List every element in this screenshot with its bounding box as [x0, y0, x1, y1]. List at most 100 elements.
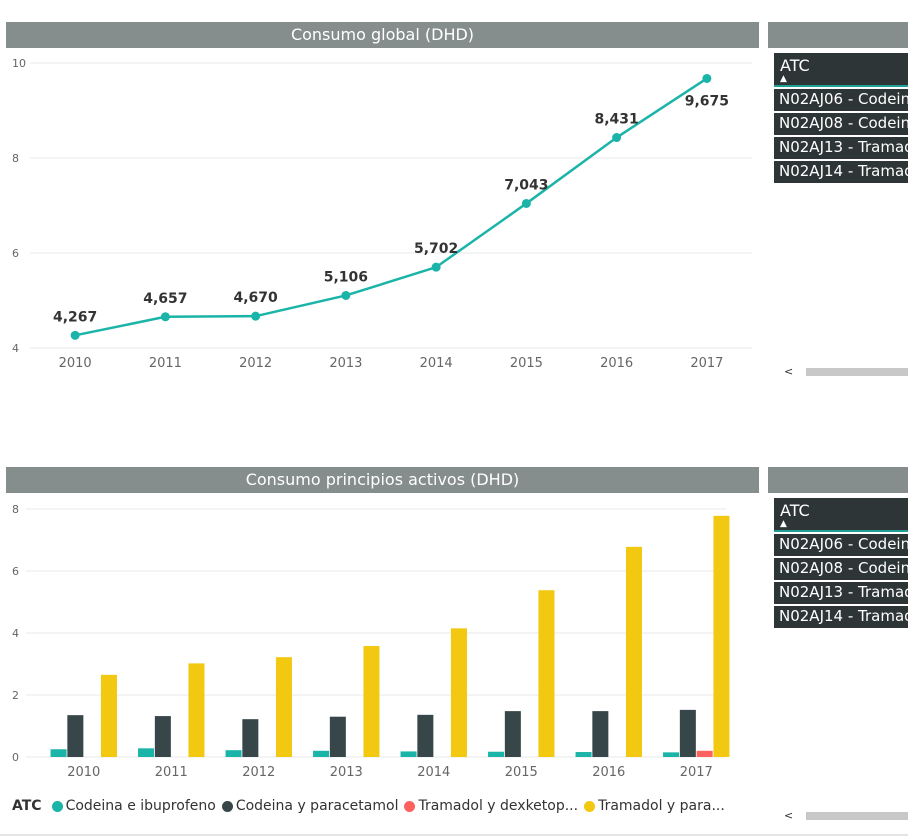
- sort-ascending-icon[interactable]: ▲: [780, 519, 787, 529]
- table-row[interactable]: N02AJ13 - Tramadol y paracetamol: [774, 582, 908, 604]
- bar-chart: 0 2 4 6 8 2010 2011 2012 2013 2014 2015 2016 2017: [12, 503, 730, 780]
- legend-item-codeina-paracetamol[interactable]: Codeina y paracetamol: [221, 798, 399, 814]
- x-tick-label: 2011: [155, 765, 188, 780]
- atc-header-label: ATC: [780, 56, 810, 75]
- bar: [488, 751, 505, 757]
- x-tick-label: 2011: [149, 356, 182, 371]
- line-chart: 4 6 8 10 2010 2011 2012 2013 2014 2015 2016 2017 4,2…: [12, 57, 752, 371]
- data-label: 9,675: [685, 93, 729, 109]
- legend-label: Codeina e ibuprofeno: [65, 798, 216, 814]
- table-row[interactable]: N02AJ08 - Codeina y paracetamol: [774, 558, 908, 580]
- table-1-header-bar: [768, 22, 908, 48]
- data-point: [160, 312, 170, 322]
- x-tick-label: 2016: [592, 765, 625, 780]
- y-tick-label: 8: [12, 152, 19, 165]
- bar: [679, 709, 696, 757]
- atc-table-2[interactable]: ATC ▲ N02AJ06 - Codeina e ibuprofeno N02…: [774, 498, 908, 628]
- legend-dot-icon: [404, 800, 416, 812]
- table-row[interactable]: N02AJ14 - Tramadol y dexketoprofeno: [774, 161, 908, 183]
- data-point: [431, 262, 441, 272]
- data-label: 4,670: [233, 290, 278, 306]
- x-tick-label: 2013: [329, 356, 362, 371]
- bar: [417, 714, 434, 757]
- legend-item-codeina-ibuprofeno[interactable]: Codeina e ibuprofeno: [51, 798, 216, 814]
- legend-dot-icon: [221, 800, 233, 812]
- sort-ascending-icon[interactable]: ▲: [780, 74, 787, 84]
- y-tick-label: 8: [12, 503, 19, 516]
- data-point: [341, 290, 351, 300]
- x-tick-label: 2015: [505, 765, 538, 780]
- bar: [275, 657, 292, 757]
- series-line: [74, 77, 708, 337]
- bar: [575, 752, 592, 757]
- legend-label: Tramadol y dexketop...: [418, 798, 579, 814]
- data-label: 4,657: [143, 291, 187, 307]
- bar-chart-title: Consumo principios activos (DHD): [6, 467, 759, 493]
- bar: [188, 663, 205, 757]
- x-tick-label: 2012: [242, 765, 275, 780]
- y-tick-label: 2: [12, 689, 19, 702]
- bar: [225, 750, 242, 757]
- scrollbar-thumb[interactable]: [806, 368, 908, 376]
- bar: [313, 750, 330, 757]
- table-2-horizontal-scrollbar[interactable]: <: [774, 809, 908, 822]
- table-row[interactable]: N02AJ13 - Tramadol y paracetamol: [774, 137, 908, 159]
- legend-title: ATC: [12, 798, 42, 814]
- data-label: 4,267: [53, 309, 97, 325]
- bar: [696, 750, 713, 757]
- data-label: 5,106: [324, 269, 368, 285]
- x-tick-label: 2013: [330, 765, 363, 780]
- x-tick-label: 2016: [600, 356, 633, 371]
- scroll-left-icon[interactable]: <: [784, 809, 794, 822]
- table-row[interactable]: N02AJ06 - Codeina e ibuprofeno: [774, 89, 908, 111]
- legend-dot-icon: [584, 800, 596, 812]
- data-label: 8,431: [594, 112, 638, 128]
- atc-column-header[interactable]: ATC ▲: [774, 498, 908, 532]
- legend-label: Tramadol y para...: [598, 798, 725, 814]
- x-tick-label: 2010: [67, 765, 100, 780]
- y-tick-label: 4: [12, 627, 19, 640]
- x-tick-label: 2014: [420, 356, 453, 371]
- legend-item-tramadol-paracetamol[interactable]: Tramadol y para...: [584, 798, 725, 814]
- data-label: 5,702: [414, 241, 458, 257]
- bar: [242, 719, 259, 757]
- atc-column-header[interactable]: ATC ▲: [774, 53, 908, 87]
- table-2-header-bar: [768, 467, 908, 493]
- table-1-horizontal-scrollbar[interactable]: <: [774, 365, 908, 378]
- y-tick-label: 0: [12, 751, 19, 764]
- atc-header-label: ATC: [780, 501, 810, 520]
- y-tick-label: 4: [12, 342, 19, 355]
- data-point: [70, 330, 80, 340]
- bar: [50, 749, 67, 757]
- legend-label: Codeina y paracetamol: [235, 798, 399, 814]
- x-tick-label: 2017: [690, 356, 723, 371]
- table-row[interactable]: N02AJ06 - Codeina e ibuprofeno: [774, 534, 908, 556]
- data-point: [521, 198, 531, 208]
- legend-item-tramadol-dexketoprofeno[interactable]: Tramadol y dexketop...: [404, 798, 578, 814]
- x-tick-label: 2010: [59, 356, 92, 371]
- y-tick-label: 6: [12, 247, 19, 260]
- x-tick-label: 2012: [239, 356, 272, 371]
- scrollbar-thumb[interactable]: [806, 812, 908, 820]
- legend-dot-icon: [51, 800, 63, 812]
- bar: [450, 628, 467, 757]
- bar: [67, 715, 84, 757]
- data-point: [251, 311, 261, 321]
- x-tick-label: 2014: [417, 765, 450, 780]
- bar: [713, 515, 730, 757]
- data-label: 7,043: [504, 177, 548, 193]
- line-chart-title: Consumo global (DHD): [6, 22, 759, 48]
- bar: [363, 646, 380, 757]
- y-tick-label: 10: [12, 57, 26, 70]
- scroll-left-icon[interactable]: <: [784, 365, 794, 378]
- bar: [138, 748, 155, 757]
- bar: [538, 590, 555, 757]
- table-row[interactable]: N02AJ14 - Tramadol y dexketoprofeno: [774, 606, 908, 628]
- bar-chart-legend: ATC Codeina e ibuprofeno Codeina y parac…: [12, 796, 760, 816]
- bar: [504, 711, 521, 757]
- x-tick-label: 2015: [510, 356, 543, 371]
- data-point: [612, 133, 622, 143]
- y-tick-label: 6: [12, 565, 19, 578]
- atc-table-1[interactable]: ATC ▲ N02AJ06 - Codeina e ibuprofeno N02…: [774, 53, 908, 183]
- table-row[interactable]: N02AJ08 - Codeina y paracetamol: [774, 113, 908, 135]
